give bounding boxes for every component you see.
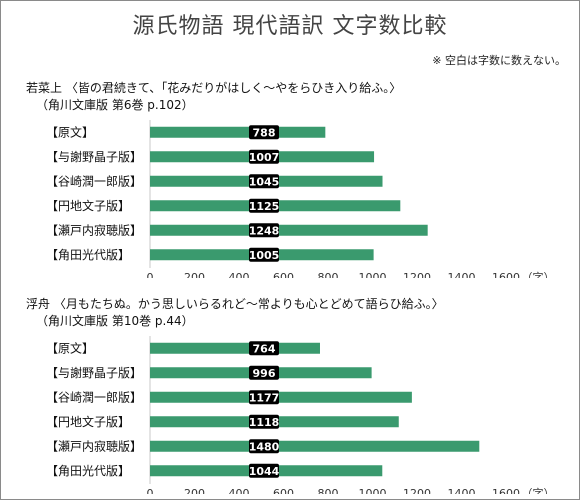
data-label-background [249,463,279,478]
x-tick-label: 1000 [359,271,387,278]
x-tick-label: 600 [273,487,294,494]
data-label: 1248 [249,224,280,237]
section-1-title: 若菜上 〈皆の君続きて、「花みだりがはしく～やをらひき入り給ふ。〉 [26,81,402,95]
x-tick-label: 200 [184,271,205,278]
data-label-background [249,174,279,189]
x-tick-label: 1200 [403,271,431,278]
data-label-background [249,341,279,356]
data-label: 1007 [249,151,280,164]
bar [150,126,326,138]
data-label: 996 [253,367,276,380]
x-tick-label: 400 [229,271,250,278]
bar [150,391,412,403]
data-label: 1177 [249,391,280,404]
bar-chart-ukifune: 【原文】 764 【与謝野晶子版】 996 【谷崎潤一郎版】 1177 【円地文子版】 111… [46,336,555,494]
data-label-background [249,365,279,380]
bar [150,342,320,354]
data-label: 1045 [249,175,280,188]
category-label: 【角田光代版】 [46,464,130,478]
category-label: 【原文】 [46,124,94,139]
category-label: 【円地文子版】 [46,198,130,213]
section-1-source: （角川文庫版 第6巻 p.102） [36,98,194,112]
x-tick-label: 400 [229,487,250,494]
data-label-background [249,390,279,405]
x-tick-label: 1400 [448,487,476,494]
x-tick-label: 1000 [359,487,387,494]
data-label: 1480 [249,440,280,453]
category-label: 【瀬戸内寂聴版】 [46,438,142,453]
section-2-source: （角川文庫版 第10巻 p.44） [36,314,194,328]
x-tick-label: 0 [147,487,154,494]
section-2-header: 浮舟 〈月もたちぬ。かう思しいらるれど～常よりも心とどめて語らひ給ふ。〉 （角川… [26,296,444,330]
category-label: 【与謝野晶子版】 [46,149,142,164]
x-tick-label: 1400 [448,271,476,278]
category-label: 【円地文子版】 [46,414,130,429]
x-tick-label: 1600 [492,487,520,494]
data-label-background [249,414,279,429]
data-label: 1044 [249,465,280,478]
x-tick-label: 600 [273,271,294,278]
note-text: ※ 空白は字数に数えない。 [432,54,566,67]
x-tick-label: 1200 [403,487,431,494]
x-tick-label: 200 [184,487,205,494]
x-tick-label: 1600 [492,271,520,278]
category-label: 【原文】 [46,340,94,355]
data-label-background [249,198,279,213]
x-tick-label: 800 [318,487,339,494]
x-tick-label: 800 [318,271,339,278]
category-label: 【角田光代版】 [46,248,130,262]
bar-chart-wakanajo: 【原文】 788 【与謝野晶子版】 1007 【谷崎潤一郎版】 1045 【円地文子版】 11… [46,120,555,278]
section-1-header: 若菜上 〈皆の君続きて、「花みだりがはしく～やをらひき入り給ふ。〉 （角川文庫版… [26,80,401,114]
data-label-background [249,247,279,262]
data-label-background [249,149,279,164]
data-label: 764 [253,342,276,355]
data-label-background [249,439,279,454]
data-label-background [249,223,279,238]
chart-title: 源氏物語 現代語訳 文字数比較 [132,14,448,39]
data-label: 1125 [249,200,280,213]
category-label: 【谷崎潤一郎版】 [46,390,142,404]
x-axis-unit: （字） [522,486,555,494]
bar [150,224,428,236]
category-label: 【谷崎潤一郎版】 [46,174,142,188]
bar [150,440,480,452]
data-label: 1118 [249,416,280,429]
x-axis-unit: （字） [522,270,555,278]
category-label: 【瀬戸内寂聴版】 [46,222,142,237]
data-label-background [249,125,279,140]
section-2-title: 浮舟 〈月もたちぬ。かう思しいらるれど～常よりも心とどめて語らひ給ふ。〉 [26,297,444,311]
data-label: 1005 [249,249,280,262]
category-label: 【与謝野晶子版】 [46,365,142,380]
data-label: 788 [253,126,276,139]
x-tick-label: 0 [147,271,154,278]
